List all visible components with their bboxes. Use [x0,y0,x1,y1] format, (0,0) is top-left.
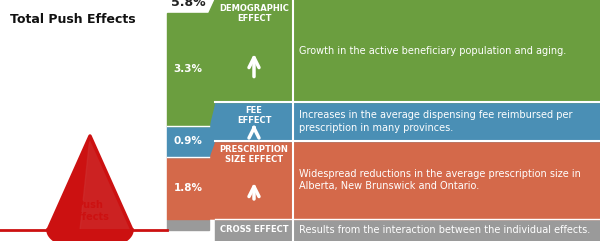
Text: 3.3%: 3.3% [173,64,203,74]
Bar [167,219,209,230]
Text: CROSS EFFECT: CROSS EFFECT [220,226,289,234]
Text: Growth in the active beneficiary population and aging.: Growth in the active beneficiary populat… [299,46,566,56]
Bar [215,141,600,219]
Polygon shape [209,102,215,157]
Text: 5.8%: 5.8% [170,0,205,9]
Polygon shape [80,136,132,230]
Text: Widespread reductions in the average prescription size in
Alberta, New Brunswick: Widespread reductions in the average pre… [299,169,581,191]
Polygon shape [48,136,132,230]
Bar [167,126,209,157]
Text: 0.9%: 0.9% [173,136,202,146]
Text: DEMOGRAPHIC
EFFECT: DEMOGRAPHIC EFFECT [219,4,289,23]
Bar [167,13,209,126]
Bar [215,219,600,241]
Bar [167,157,209,219]
Text: Push
Effects: Push Effects [71,201,109,222]
Bar [215,102,600,141]
Polygon shape [209,0,215,126]
Text: Total Push Effects: Total Push Effects [10,13,136,26]
Text: FEE
EFFECT: FEE EFFECT [237,106,271,125]
Text: Increases in the average dispensing fee reimbursed per
prescription in many prov: Increases in the average dispensing fee … [299,110,572,133]
Bar [215,0,600,102]
Text: PRESCRIPTION
SIZE EFFECT: PRESCRIPTION SIZE EFFECT [220,145,289,164]
Text: 1.8%: 1.8% [173,183,203,193]
Polygon shape [48,230,132,241]
Polygon shape [209,141,215,219]
Text: Results from the interaction between the individual effects.: Results from the interaction between the… [299,225,590,235]
